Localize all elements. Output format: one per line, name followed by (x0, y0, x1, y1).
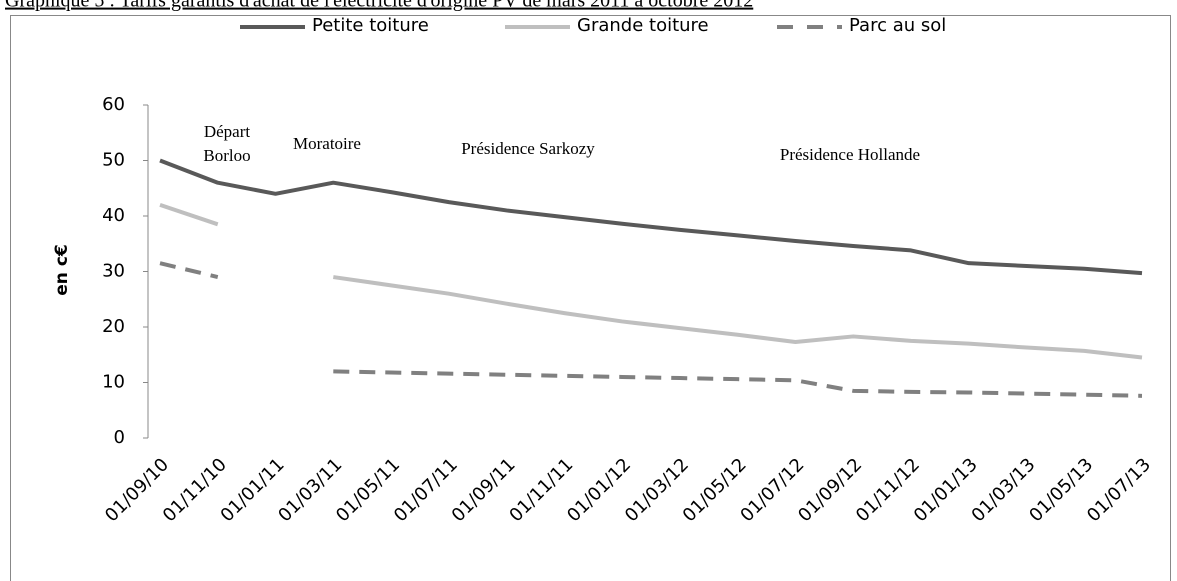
y-tick-label: 60 (102, 94, 125, 115)
series-line (159, 203, 1143, 360)
series-line (159, 158, 1143, 276)
annotation: Présidence Hollande (780, 145, 920, 164)
y-tick-label: 40 (102, 205, 125, 226)
y-tick-label: 0 (114, 427, 125, 448)
legend-item: Grande toiture (505, 15, 709, 36)
y-tick-label: 50 (102, 150, 125, 171)
x-tick-label: 01/07/13 (1083, 454, 1155, 526)
chart-frame (10, 15, 1171, 581)
chart-title: Graphique 5 : Tarifs garantis d'achat de… (5, 0, 753, 12)
annotation: Présidence Sarkozy (461, 139, 595, 158)
legend-label: Grande toiture (577, 15, 709, 36)
y-tick-label: 20 (102, 316, 125, 337)
legend-label: Petite toiture (312, 15, 429, 36)
y-tick-label: 10 (102, 372, 125, 393)
legend-item: Parc au sol (777, 15, 946, 36)
legend-label: Parc au sol (849, 15, 946, 36)
series-line (159, 261, 1143, 398)
annotation: Moratoire (293, 134, 361, 153)
annotation-line: Borloo (203, 146, 250, 165)
annotation: Départ Borloo (203, 122, 250, 165)
y-tick-label: 30 (102, 261, 125, 282)
legend-item: Petite toiture (240, 15, 429, 36)
annotation-line: Départ (204, 122, 251, 141)
y-axis-label: en c€ (52, 244, 72, 295)
